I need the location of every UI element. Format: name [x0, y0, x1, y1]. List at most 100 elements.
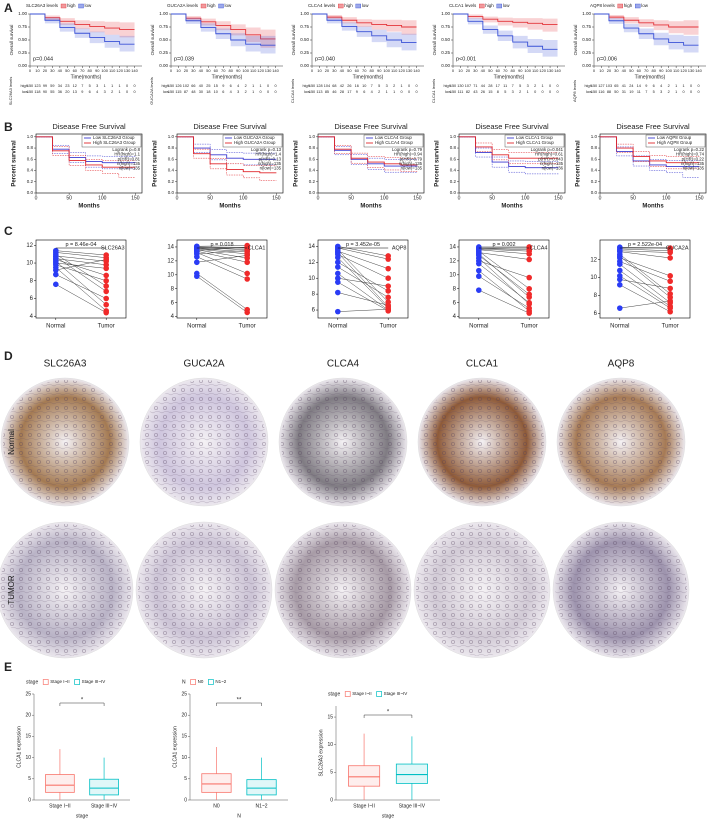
x-tick-label: 100 — [521, 195, 530, 201]
y-tick-label: 0.00 — [441, 63, 450, 68]
sig-bracket — [216, 702, 262, 706]
point — [526, 291, 532, 298]
pair-line — [619, 257, 671, 277]
y-tick-label: 0 — [330, 797, 333, 803]
y-axis-label: Overall survival — [573, 25, 578, 56]
p-value: p = 0.018 — [210, 242, 233, 248]
y-axis-label: Percent survival — [294, 140, 300, 187]
pair-line — [337, 308, 389, 312]
y-tick-label: 10 — [181, 755, 187, 761]
stat-label: Logrank p=0.041 — [531, 147, 564, 152]
x-tick-label: 120 — [116, 68, 123, 73]
y-tick-label: 1.0 — [591, 134, 598, 139]
x-tick-label: 150 — [272, 195, 281, 201]
risk-count: 2 — [668, 90, 670, 94]
p-value: p=0.039 — [174, 56, 194, 62]
x-tick-label: 140 — [413, 68, 420, 73]
x-tick-label: 50 — [629, 68, 634, 73]
y-tick-label: 0.75 — [159, 24, 168, 29]
y-tick-label: 12 — [308, 260, 315, 266]
point — [103, 301, 109, 308]
point — [103, 256, 109, 263]
x-axis-label: stage — [382, 813, 394, 819]
stat-label: n(high)=135 — [399, 161, 423, 166]
risk-count: 41 — [622, 84, 626, 88]
pair-line — [478, 249, 530, 255]
plot-frame — [317, 239, 409, 319]
y-tick-label: 0.75 — [582, 24, 591, 29]
legend-frame — [81, 134, 142, 148]
risk-count: 10 — [362, 84, 366, 88]
risk-count: 1 — [683, 84, 685, 88]
sig-label: * — [81, 698, 84, 704]
risk-count: 85 — [325, 90, 329, 94]
point — [335, 308, 341, 315]
y-tick-label: 0.4 — [309, 168, 316, 173]
stat-label: n(low)=135 — [683, 166, 705, 171]
pair-line — [619, 270, 671, 307]
risk-count: 25 — [206, 84, 210, 88]
risk-count: 0 — [126, 90, 128, 94]
x-tick-label: 60 — [496, 68, 501, 73]
risk-count: 150 — [309, 84, 315, 88]
sig-bracket — [363, 714, 413, 718]
ihc-texture — [559, 380, 683, 504]
point — [617, 305, 623, 311]
y-tick-label: 0.8 — [168, 145, 175, 150]
risk-count: 28 — [488, 84, 492, 88]
risk-count: 6 — [230, 84, 232, 88]
y-tick-label: 25 — [25, 691, 31, 697]
risk-count: 0 — [415, 90, 417, 94]
point — [526, 274, 532, 281]
x-tick-label: Normal — [328, 324, 347, 330]
risk-table-title: SLC26A3 levels — [8, 77, 13, 105]
x-tick-label: 120 — [539, 68, 546, 73]
y-tick-label: 1.00 — [18, 11, 27, 16]
risk-count: 7 — [645, 90, 647, 94]
point — [335, 275, 341, 282]
point — [335, 254, 341, 261]
pair-line — [55, 259, 107, 271]
y-tick-label: 10 — [590, 275, 597, 281]
legend-label: low — [641, 3, 649, 8]
plot-frame — [458, 133, 566, 194]
ci-line — [177, 136, 277, 166]
y-tick-label: 15 — [181, 734, 187, 740]
x-tick-label: 90 — [518, 68, 523, 73]
survival-curve — [600, 136, 700, 164]
y-tick-label: 0.0 — [168, 190, 175, 195]
risk-count: 7 — [371, 84, 373, 88]
risk-count: 0 — [274, 84, 276, 88]
pair-line — [337, 277, 389, 287]
y-axis-label: CLCA1 expression — [172, 726, 178, 768]
risk-count: 0 — [260, 90, 262, 94]
point — [385, 288, 392, 294]
x-tick-label: 110 — [391, 68, 398, 73]
ihc-texture — [277, 524, 409, 656]
ihc-column-label: AQP8 — [608, 359, 635, 370]
y-tick-label: 0.6 — [168, 156, 175, 161]
box — [348, 765, 381, 787]
x-tick-label: Normal — [610, 324, 629, 330]
x-tick-label: 70 — [80, 68, 85, 73]
point — [667, 249, 673, 256]
x-tick-label: 70 — [644, 68, 649, 73]
risk-count: 9 — [645, 84, 647, 88]
stat-label: HR(high)=0.61 — [535, 152, 564, 157]
pair-line — [478, 255, 530, 295]
ci-band — [453, 14, 558, 34]
x-tick-label: N0 — [213, 803, 220, 809]
point — [103, 288, 109, 295]
pair-line — [478, 250, 530, 289]
risk-count: 1 — [386, 90, 388, 94]
x-tick-label: 0 — [176, 195, 179, 201]
y-tick-label: 6 — [312, 308, 316, 314]
risk-count: 3 — [96, 84, 98, 88]
y-tick-label: 0.2 — [168, 179, 175, 184]
x-tick-label: 140 — [272, 68, 279, 73]
risk-count: 71 — [473, 84, 477, 88]
ci-line — [36, 136, 136, 157]
legend-key — [200, 3, 207, 9]
risk-count: 1 — [111, 84, 113, 88]
